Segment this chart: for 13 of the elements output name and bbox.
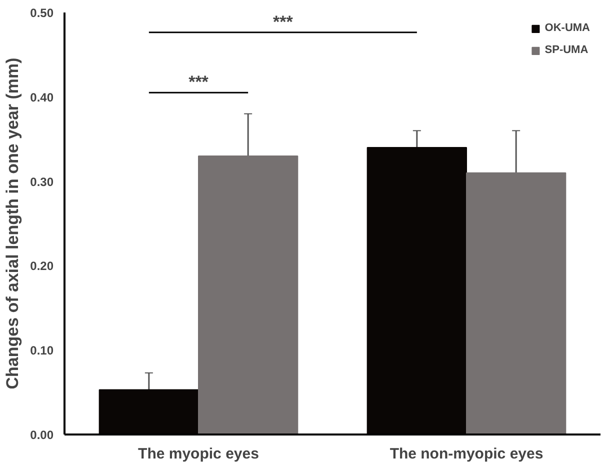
y-tick-label: 0.30 — [30, 174, 54, 189]
y-tick-label: 0.50 — [30, 6, 54, 20]
annotation: *** — [272, 12, 294, 32]
y-axis-title: Changes of axial length in one year (mm) — [3, 58, 22, 390]
y-tick-label: 0.40 — [30, 90, 54, 104]
annotation: *** — [188, 72, 209, 92]
y-tick-label: 0.00 — [30, 428, 54, 442]
legend-label: OK-UMA — [544, 22, 590, 34]
y-tick-label: 0.20 — [30, 259, 54, 274]
legend-label: SP-UMA — [544, 44, 588, 56]
x-tick-label: The myopic eyes — [138, 446, 259, 462]
x-tick-label: The non-myopic eyes — [390, 446, 544, 462]
y-tick-label: 0.10 — [30, 344, 54, 358]
